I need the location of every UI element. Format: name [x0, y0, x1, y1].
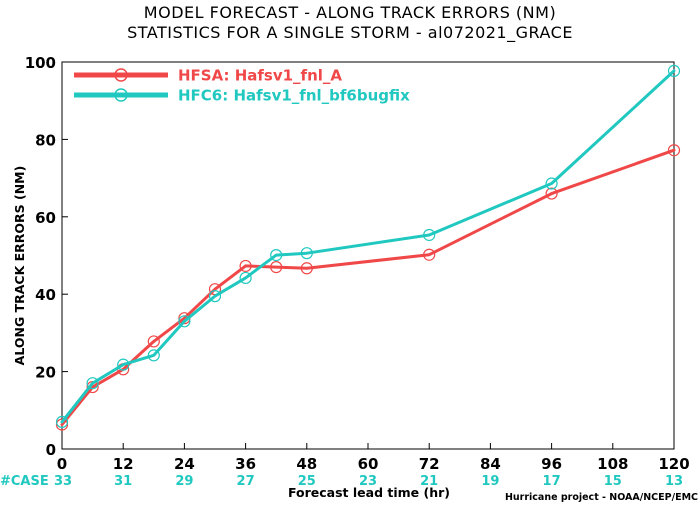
- series-2-point-42: [270, 249, 283, 262]
- y-tick-label-60: 60: [35, 209, 56, 227]
- x-axis-label: Forecast lead time (hr): [288, 485, 450, 500]
- x-tick-label-84: 84: [480, 455, 501, 473]
- series-line-1: [60, 148, 676, 427]
- chart-title-line-2: STATISTICS FOR A SINGLE STORM - al072021…: [127, 23, 573, 43]
- series-line-2: [60, 69, 676, 424]
- case-count-12: 31: [114, 474, 132, 489]
- y-tick-label-40: 40: [35, 286, 56, 304]
- x-tick-label-60: 60: [358, 455, 379, 473]
- case-count-24: 29: [175, 474, 193, 489]
- series-2-point-30: [208, 290, 222, 303]
- series-2-point-96: [545, 177, 558, 190]
- case-count-120: 13: [665, 474, 683, 489]
- plot-frame: [61, 61, 675, 450]
- y-tick-label-0: 0: [46, 441, 56, 459]
- legend-label-2: HFC6: Hafsv1_fnl_bf6bugfix: [178, 87, 410, 105]
- chart-title-line-1: MODEL FORECAST - ALONG TRACK ERRORS (NM): [144, 3, 556, 22]
- x-tick-label-120: 120: [658, 455, 689, 473]
- y-axis-label: ALONG TRACK ERRORS (NM): [12, 166, 27, 366]
- x-tick-label-48: 48: [296, 455, 317, 473]
- case-count-0: 33: [54, 474, 72, 489]
- x-tick-label-36: 36: [235, 455, 256, 473]
- case-count-84: 19: [481, 474, 499, 489]
- y-tick-label-80: 80: [35, 131, 56, 149]
- series-2-point-12: [117, 358, 130, 371]
- case-count-label: #CASE: [0, 474, 49, 489]
- legend-marker-1: [114, 68, 128, 82]
- y-tick-label-100: 100: [25, 54, 56, 72]
- y-tick-label-20: 20: [35, 364, 56, 382]
- series-1-point-72: [423, 248, 436, 261]
- series-1-point-96: [545, 187, 558, 200]
- series-2-point-24: [178, 315, 191, 328]
- x-tick-label-12: 12: [113, 455, 134, 473]
- series-2-point-6: [86, 377, 99, 390]
- case-count-60: 23: [359, 474, 377, 489]
- series-1-point-42: [270, 261, 283, 274]
- x-tick-label-108: 108: [597, 455, 628, 473]
- legend-label-1: HFSA: Hafsv1_fnl_A: [178, 67, 342, 85]
- case-count-48: 25: [298, 474, 316, 489]
- x-tick-label-24: 24: [174, 455, 195, 473]
- legend-marker-2: [114, 88, 128, 102]
- case-count-96: 17: [543, 474, 561, 489]
- series-1-point-48: [300, 262, 313, 275]
- series-1-point-120: [667, 144, 681, 157]
- x-tick-label-72: 72: [419, 455, 440, 473]
- series-1-point-0: [55, 418, 69, 431]
- series-2-point-72: [423, 228, 436, 242]
- case-count-72: 21: [420, 474, 438, 489]
- x-tick-label-96: 96: [541, 455, 562, 473]
- series-2-point-18: [147, 349, 160, 362]
- series-2-point-0: [55, 415, 69, 429]
- credit-text: Hurricane project - NOAA/NCEP/EMC: [505, 492, 698, 503]
- series-2-point-120: [667, 64, 681, 78]
- case-count-36: 27: [237, 474, 255, 489]
- series-1-point-18: [147, 335, 160, 348]
- case-count-108: 15: [604, 474, 622, 489]
- x-tick-label-0: 0: [57, 455, 67, 473]
- series-2-point-48: [300, 247, 313, 260]
- series-2-point-36: [239, 271, 252, 285]
- series-1-point-36: [239, 259, 252, 273]
